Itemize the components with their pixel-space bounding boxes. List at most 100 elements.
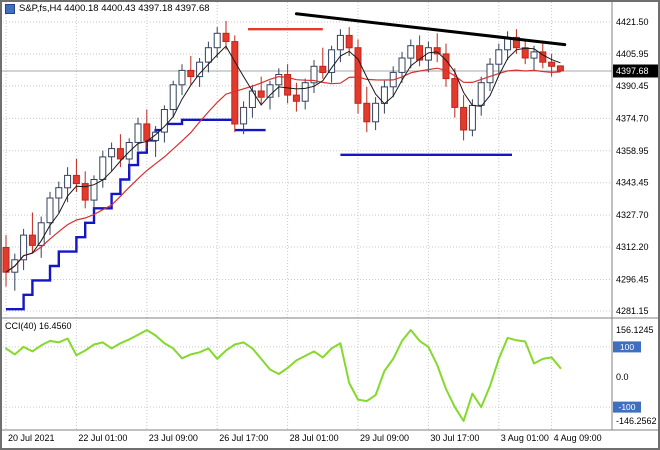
time-axis-label: 28 Jul 01:00 (290, 433, 339, 443)
price-axis-label: 4296.45 (616, 275, 649, 285)
candle-body (55, 187, 63, 199)
candle-body (530, 51, 538, 59)
price-axis-label: 4312.20 (616, 242, 649, 252)
time-axis-label: 22 Jul 01:00 (78, 433, 127, 443)
black-trendline[interactable] (294, 12, 567, 47)
candle-body (319, 65, 327, 74)
candle-body (336, 34, 344, 51)
time-axis-label: 3 Aug 01:00 (501, 433, 549, 443)
time-axis-label: 23 Jul 09:00 (149, 433, 198, 443)
candle-body (521, 47, 529, 59)
price-axis[interactable] (613, 2, 659, 430)
candle-body (363, 102, 371, 123)
candle-body (81, 183, 89, 201)
candle-body (442, 53, 450, 80)
candle-body (28, 234, 36, 246)
price-axis-label: 4281.15 (616, 306, 649, 316)
cci-badge (613, 401, 641, 413)
price-badge-text: 4397.68 (616, 66, 649, 76)
candle-body (196, 61, 204, 78)
price-axis-label: 4405.95 (616, 49, 649, 59)
cci-badge-text: -100 (618, 402, 635, 412)
symbol-ohlc-header: S&P,fs,H4 4400.18 4400.43 4397.18 4397.6… (5, 3, 210, 14)
cci-indicator-line (5, 329, 562, 422)
candle-body (169, 84, 177, 111)
candle-body (240, 106, 248, 125)
candle-body (292, 94, 300, 102)
candle-body (556, 65, 564, 72)
ma_med-line (5, 67, 561, 273)
time-axis-label: 29 Jul 09:00 (360, 433, 409, 443)
cci-axis-label: -146.2562 (616, 416, 657, 426)
candle-body (143, 123, 151, 141)
candle-body (178, 69, 186, 86)
candle-body (372, 102, 380, 123)
candle-body (328, 49, 336, 73)
indicator-label: CCI(40) 16.4560 (5, 321, 72, 331)
price-badge (613, 64, 659, 78)
candle-body (257, 90, 265, 98)
candle-body (398, 57, 406, 73)
candle-body (2, 247, 10, 273)
candle-body (424, 47, 432, 61)
time-axis[interactable] (0, 431, 660, 449)
ma_fast-line (5, 45, 561, 273)
price-axis-label: 4327.70 (616, 210, 649, 220)
candle-body (407, 45, 415, 59)
candle-body (266, 84, 274, 98)
candle-body (301, 82, 309, 102)
chart-icon (5, 3, 15, 14)
candle-body (495, 49, 503, 65)
candle-body (152, 131, 160, 141)
candle-body (275, 74, 283, 86)
candle-body (108, 148, 116, 158)
candle-body (222, 32, 230, 42)
candle-body (37, 222, 45, 246)
candle-body (99, 156, 107, 180)
candle-body (548, 61, 556, 67)
candle-body (433, 47, 441, 55)
price-axis-label: 4421.50 (616, 17, 649, 27)
price-axis-label: 4374.70 (616, 113, 649, 123)
candle-body (116, 148, 124, 160)
candle-body (310, 65, 318, 84)
cci-badge-text: 100 (620, 342, 634, 352)
candle-body (354, 47, 362, 104)
candle-body (213, 32, 221, 49)
candle-body (72, 174, 80, 185)
candle-body (20, 234, 28, 261)
candle-body (64, 174, 72, 189)
candle-body (512, 36, 520, 49)
time-axis-label: 20 Jul 2021 (8, 433, 55, 443)
candle-body (46, 197, 54, 224)
candle-body (160, 109, 168, 133)
candle-body (416, 45, 424, 61)
candle-body (90, 179, 98, 201)
candle-body (477, 82, 485, 106)
candle-body (125, 142, 133, 160)
symbol-ohlc-text: S&P,fs,H4 4400.18 4400.43 4397.18 4397.6… (19, 3, 210, 14)
candle-body (486, 63, 494, 84)
candle-body (231, 41, 239, 125)
candle-body (468, 104, 476, 131)
candle-body (451, 78, 459, 108)
cci-axis-label: 156.1245 (616, 325, 654, 335)
cci-axis-label: 0.0 (616, 372, 629, 382)
candle-body (187, 69, 195, 78)
price-axis-label: 4358.95 (616, 146, 649, 156)
time-axis-label: 26 Jul 17:00 (219, 433, 268, 443)
candle-body (345, 34, 353, 49)
cci-badge (613, 341, 641, 353)
price-axis-label: 4390.45 (616, 81, 649, 91)
candle-body (204, 47, 212, 63)
time-axis-label: 30 Jul 17:00 (430, 433, 479, 443)
candle-body (284, 74, 292, 96)
candle-body (134, 123, 142, 143)
candle-body (460, 106, 468, 131)
time-axis-label: 4 Aug 09:00 (554, 433, 602, 443)
